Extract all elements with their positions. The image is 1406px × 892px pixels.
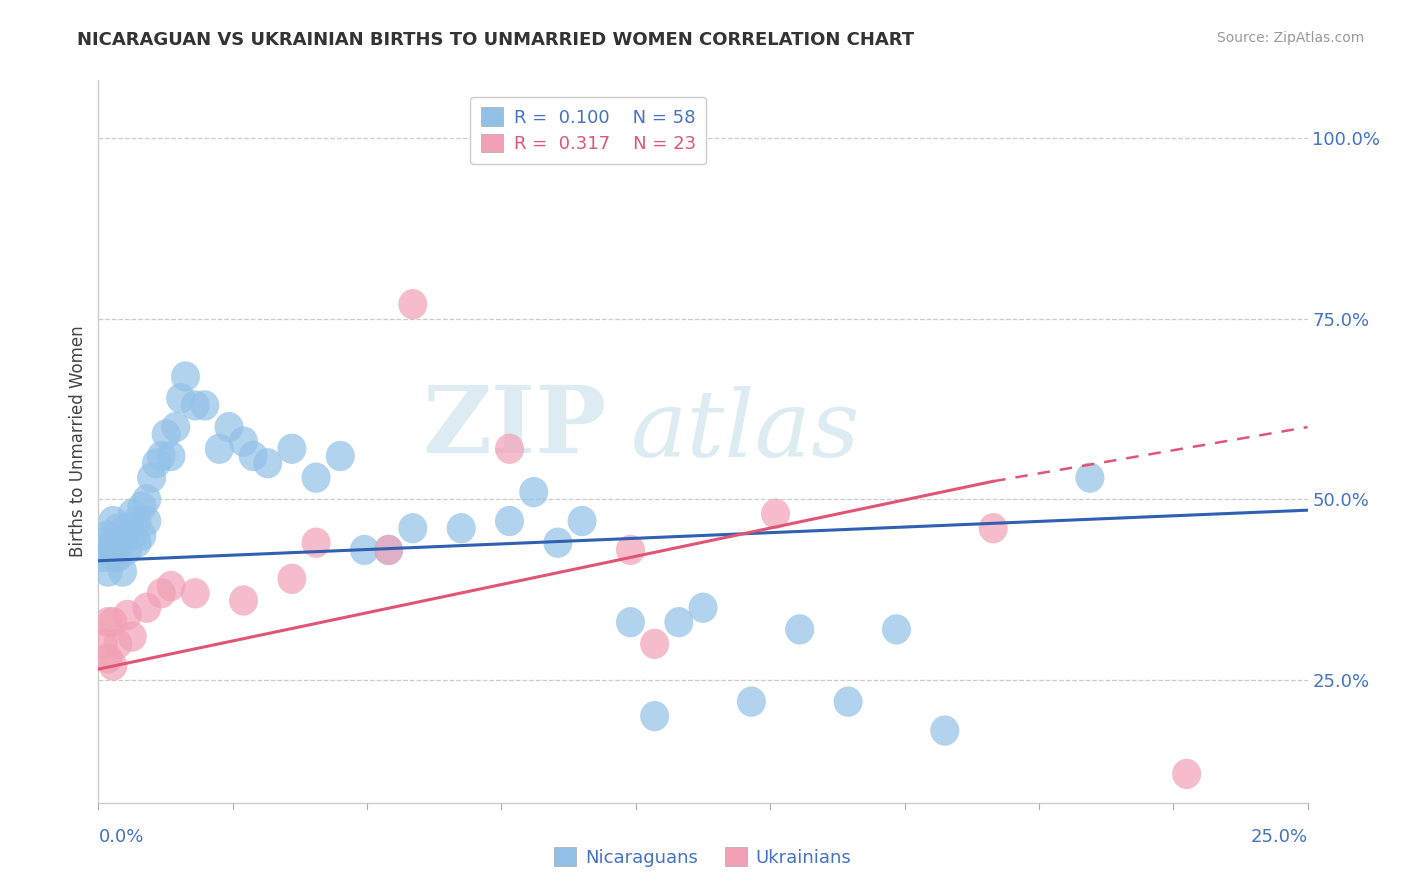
Ellipse shape [122,527,152,558]
Ellipse shape [568,506,596,536]
Ellipse shape [616,607,645,638]
Ellipse shape [132,484,162,515]
Ellipse shape [543,527,572,558]
Ellipse shape [1173,759,1201,789]
Ellipse shape [108,527,138,558]
Ellipse shape [138,462,166,493]
Ellipse shape [94,607,122,638]
Ellipse shape [112,599,142,630]
Ellipse shape [277,564,307,594]
Ellipse shape [190,390,219,421]
Ellipse shape [447,513,475,543]
Ellipse shape [98,650,128,681]
Ellipse shape [103,513,132,543]
Ellipse shape [94,520,122,550]
Ellipse shape [239,441,267,471]
Ellipse shape [882,615,911,645]
Ellipse shape [301,462,330,493]
Legend: R =  0.100    N = 58, R =  0.317    N = 23: R = 0.100 N = 58, R = 0.317 N = 23 [470,96,706,164]
Ellipse shape [146,578,176,608]
Ellipse shape [180,578,209,608]
Ellipse shape [172,361,200,392]
Ellipse shape [112,534,142,566]
Ellipse shape [664,607,693,638]
Ellipse shape [495,434,524,464]
Ellipse shape [166,383,195,413]
Ellipse shape [94,643,122,673]
Text: 25.0%: 25.0% [1250,828,1308,847]
Ellipse shape [94,534,122,566]
Ellipse shape [89,542,118,573]
Ellipse shape [103,629,132,659]
Ellipse shape [253,448,283,478]
Y-axis label: Births to Unmarried Women: Births to Unmarried Women [69,326,87,558]
Ellipse shape [326,441,354,471]
Ellipse shape [640,629,669,659]
Ellipse shape [132,592,162,623]
Ellipse shape [112,513,142,543]
Ellipse shape [118,622,146,652]
Ellipse shape [156,571,186,601]
Ellipse shape [108,557,138,587]
Ellipse shape [689,592,717,623]
Text: 0.0%: 0.0% [98,828,143,847]
Ellipse shape [98,527,128,558]
Ellipse shape [495,506,524,536]
Ellipse shape [98,506,128,536]
Legend: Nicaraguans, Ukrainians: Nicaraguans, Ukrainians [547,840,859,874]
Ellipse shape [229,585,259,615]
Ellipse shape [1076,462,1105,493]
Ellipse shape [94,557,122,587]
Ellipse shape [89,527,118,558]
Ellipse shape [931,715,959,746]
Ellipse shape [128,520,156,550]
Ellipse shape [301,527,330,558]
Text: ZIP: ZIP [422,382,606,472]
Ellipse shape [132,506,162,536]
Ellipse shape [277,434,307,464]
Ellipse shape [398,289,427,319]
Ellipse shape [118,499,146,529]
Ellipse shape [374,534,404,566]
Ellipse shape [640,701,669,731]
Text: Source: ZipAtlas.com: Source: ZipAtlas.com [1216,31,1364,45]
Ellipse shape [616,534,645,566]
Ellipse shape [118,520,146,550]
Ellipse shape [215,412,243,442]
Ellipse shape [103,542,132,573]
Ellipse shape [834,687,863,717]
Ellipse shape [122,506,152,536]
Ellipse shape [180,390,209,421]
Ellipse shape [152,419,180,450]
Ellipse shape [785,615,814,645]
Text: NICARAGUAN VS UKRAINIAN BIRTHS TO UNMARRIED WOMEN CORRELATION CHART: NICARAGUAN VS UKRAINIAN BIRTHS TO UNMARR… [77,31,914,49]
Ellipse shape [350,534,380,566]
Ellipse shape [156,441,186,471]
Ellipse shape [98,607,128,638]
Ellipse shape [142,448,172,478]
Ellipse shape [205,434,233,464]
Ellipse shape [374,534,404,566]
Ellipse shape [519,477,548,508]
Ellipse shape [162,412,190,442]
Ellipse shape [979,513,1008,543]
Ellipse shape [98,542,128,573]
Ellipse shape [398,513,427,543]
Ellipse shape [229,426,259,457]
Ellipse shape [146,441,176,471]
Ellipse shape [761,499,790,529]
Ellipse shape [128,491,156,522]
Ellipse shape [737,687,766,717]
Text: atlas: atlas [630,385,860,475]
Ellipse shape [89,629,118,659]
